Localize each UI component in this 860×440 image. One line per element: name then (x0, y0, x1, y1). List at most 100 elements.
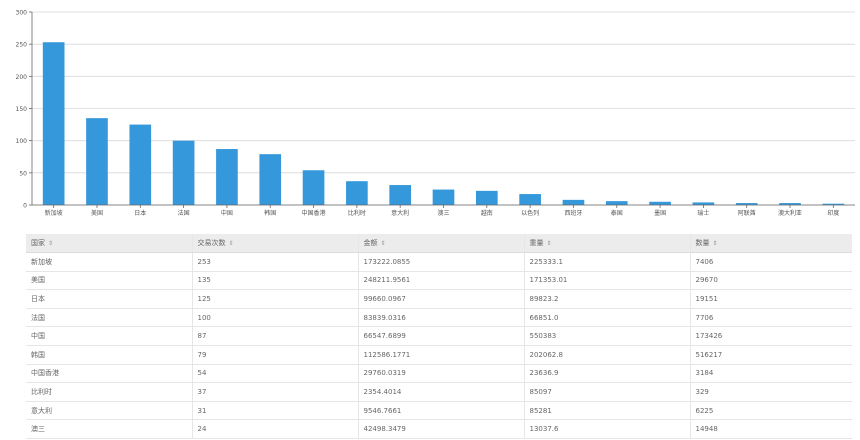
bar[interactable] (475, 190, 498, 205)
header-label: 重量 (529, 239, 544, 247)
x-tick-label: 越南 (481, 209, 493, 217)
bar[interactable] (129, 124, 152, 205)
table-cell: 2354.4014 (357, 382, 524, 402)
bar[interactable] (172, 140, 195, 205)
bar[interactable] (346, 181, 368, 205)
table-cell: 42498.3479 (357, 419, 524, 439)
column-header-amount[interactable]: 金额 ⇕ (357, 234, 524, 253)
table-cell: 韩国 (26, 345, 192, 365)
table-cell: 24 (191, 419, 358, 439)
table-cell: 87 (191, 326, 358, 346)
table-row: 韩国 79 112586.1771 202062.8 516217 (26, 345, 852, 365)
y-tick-label: 250 (16, 42, 28, 49)
table-cell: 85281 (523, 401, 690, 421)
x-tick-label: 比利时 (348, 209, 366, 217)
table-cell: 中国香港 (26, 364, 192, 384)
bar[interactable] (216, 149, 238, 205)
table-cell: 248211.9561 (357, 271, 524, 291)
x-axis: 新加坡 美国 日本 法国 中国 韩国 中国香港 比利时 意大利 澳三 越南 以色列 西班牙 泰国 墨国 瑞士 阿… (32, 204, 855, 217)
table-cell: 550383 (523, 326, 690, 346)
x-tick-label: 阿联酋 (738, 209, 756, 217)
table-cell: 29670 (689, 271, 852, 291)
column-header-country[interactable]: 国家 ⇕ (26, 234, 192, 253)
table-cell: 7706 (689, 308, 852, 328)
table-cell: 89823.2 (523, 289, 690, 309)
table-cell: 19151 (689, 289, 852, 309)
x-tick-label: 澳大利亚 (778, 209, 802, 217)
bar-series (42, 42, 845, 206)
x-tick-label: 韩国 (264, 209, 276, 217)
y-tick-label: 100 (16, 138, 28, 145)
table-cell: 100 (191, 308, 358, 328)
bar[interactable] (605, 201, 628, 205)
header-label: 国家 (31, 239, 45, 247)
table-row: 中国 87 66547.6899 550383 173426 (26, 326, 852, 346)
x-tick-label: 墨国 (654, 210, 666, 217)
data-table: 国家 ⇕ 交易次数 ⇕ 金额 ⇕ 重量 ⇕ 数量 ⇕ 新加坡 253 173222.0855 2… (26, 234, 852, 440)
gridlines (32, 11, 855, 206)
table-cell: 99660.0967 (357, 289, 524, 309)
sort-icon[interactable]: ⇕ (712, 240, 718, 247)
table-row: 中国香港 54 29760.0319 23636.9 3184 (26, 364, 852, 384)
x-tick-label: 日本 (134, 209, 146, 217)
sort-icon[interactable]: ⇕ (228, 240, 234, 247)
table-cell: 日本 (26, 289, 192, 309)
table-cell: 31 (191, 401, 358, 421)
table-cell: 85097 (523, 382, 690, 402)
y-tick-label: 150 (16, 106, 28, 113)
table-row: 日本 125 99660.0967 89823.2 19151 (26, 289, 852, 309)
table-cell: 29760.0319 (357, 364, 524, 384)
table-cell: 202062.8 (523, 345, 690, 365)
y-axis: 0 50 100 150 200 250 300 (16, 10, 33, 210)
y-tick-label: 200 (16, 74, 28, 81)
bar[interactable] (649, 201, 671, 205)
bar[interactable] (389, 185, 412, 205)
table-row: 比利时 37 2354.4014 85097 329 (26, 382, 852, 402)
x-tick-label: 中国 (221, 209, 233, 217)
table-cell: 253 (191, 252, 358, 272)
table-cell: 37 (191, 382, 358, 402)
x-tick-label: 美国 (91, 209, 103, 217)
x-tick-label: 澳三 (437, 209, 449, 217)
table-cell: 14948 (689, 419, 852, 439)
table-cell: 6225 (689, 401, 852, 421)
bar[interactable] (735, 203, 758, 205)
bar[interactable] (692, 202, 715, 205)
bar[interactable] (42, 42, 65, 206)
sort-icon[interactable]: ⇕ (48, 240, 54, 247)
sort-icon[interactable]: ⇕ (546, 240, 552, 247)
header-label: 交易次数 (197, 239, 226, 247)
table-cell: 比利时 (26, 382, 192, 402)
table-row: 新加坡 253 173222.0855 225333.1 7406 (26, 252, 852, 272)
table-cell: 66547.6899 (357, 326, 524, 346)
table-cell: 112586.1771 (357, 345, 524, 365)
table-cell: 135 (191, 271, 358, 291)
bar-chart: 0 50 100 150 200 250 300 新加坡 美国 日本 法国 中国 韩国 中国香港 比利时 意… (16, 10, 855, 217)
table-header-row: 国家 ⇕ 交易次数 ⇕ 金额 ⇕ 重量 ⇕ 数量 ⇕ (26, 234, 852, 253)
table-cell: 意大利 (26, 401, 192, 421)
column-header-weight[interactable]: 重量 ⇕ (523, 234, 690, 253)
bar[interactable] (259, 154, 282, 205)
bar[interactable] (302, 170, 325, 205)
column-header-quantity[interactable]: 数量 ⇕ (689, 234, 852, 253)
bar[interactable] (562, 199, 585, 205)
x-tick-label: 泰国 (611, 209, 623, 217)
table-row: 澳三 24 42498.3479 13037.6 14948 (26, 419, 852, 439)
table-cell: 美国 (26, 271, 192, 291)
bar[interactable] (86, 118, 108, 205)
bar[interactable] (779, 203, 801, 205)
table-cell: 7406 (689, 252, 852, 272)
table-cell: 13037.6 (523, 419, 690, 439)
x-tick-label: 法国 (178, 209, 190, 217)
table-cell: 83839.0316 (357, 308, 524, 328)
table-cell: 516217 (689, 345, 852, 365)
y-tick-label: 300 (16, 10, 28, 17)
bar[interactable] (432, 189, 455, 205)
header-label: 数量 (695, 239, 710, 247)
column-header-transactions[interactable]: 交易次数 ⇕ (191, 234, 358, 253)
sort-icon[interactable]: ⇕ (380, 240, 386, 247)
x-tick-label: 印度 (827, 209, 839, 217)
bar[interactable] (519, 194, 541, 205)
bar[interactable] (822, 203, 845, 205)
table-cell: 9546.7661 (357, 401, 524, 421)
